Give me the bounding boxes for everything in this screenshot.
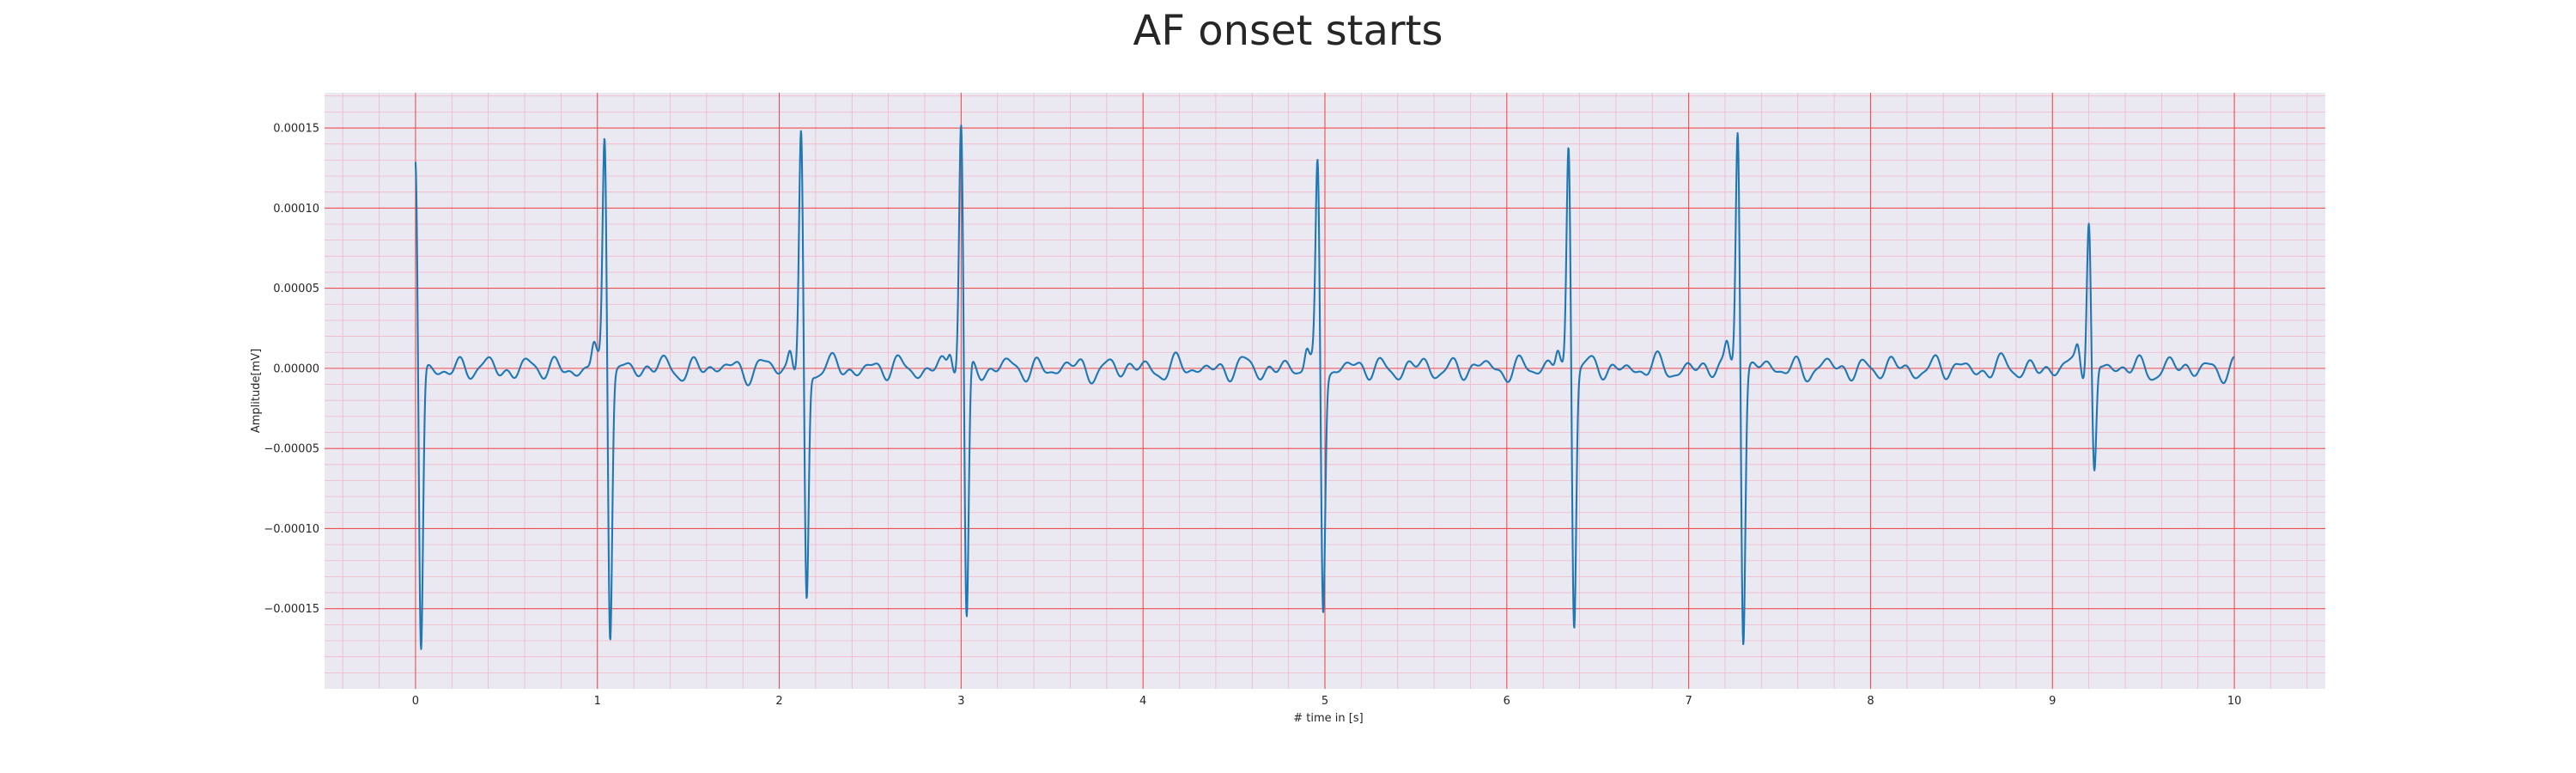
grid [325, 93, 2325, 689]
y-tick-label: −0.00010 [264, 523, 319, 536]
x-tick-label: 5 [1321, 695, 1328, 708]
x-tick-label: 0 [412, 695, 419, 708]
series-layer [414, 125, 2235, 650]
x-tick-label: 7 [1685, 695, 1692, 708]
y-tick-label: 0.00015 [273, 123, 319, 136]
y-tick-label: 0.00000 [273, 362, 319, 375]
x-tick-label: 8 [1867, 695, 1874, 708]
x-tick-label: 9 [2049, 695, 2056, 708]
x-tick-label: 1 [594, 695, 601, 708]
x-axis-label: # time in [s] [1293, 712, 1363, 725]
x-tick-label: 6 [1504, 695, 1510, 708]
ecg-signal-line [414, 125, 2235, 650]
x-tick-label: 10 [2227, 695, 2242, 708]
y-tick-label: 0.00005 [273, 283, 319, 295]
x-tick-label: 3 [957, 695, 964, 708]
y-tick-label: 0.00010 [273, 203, 319, 216]
chart-title: AF onset starts [1133, 7, 1443, 55]
x-tick-label: 4 [1139, 695, 1146, 708]
y-tick-label: −0.00005 [264, 443, 319, 456]
tick-labels: 0 1 2 3 4 5 6 7 8 9 10 0.00015 0.00010 0.00005 0.00000… [264, 123, 2241, 708]
y-tick-label: −0.00015 [264, 603, 319, 616]
x-tick-label: 2 [775, 695, 782, 708]
y-axis-label: Amplitude[mV] [250, 349, 263, 433]
